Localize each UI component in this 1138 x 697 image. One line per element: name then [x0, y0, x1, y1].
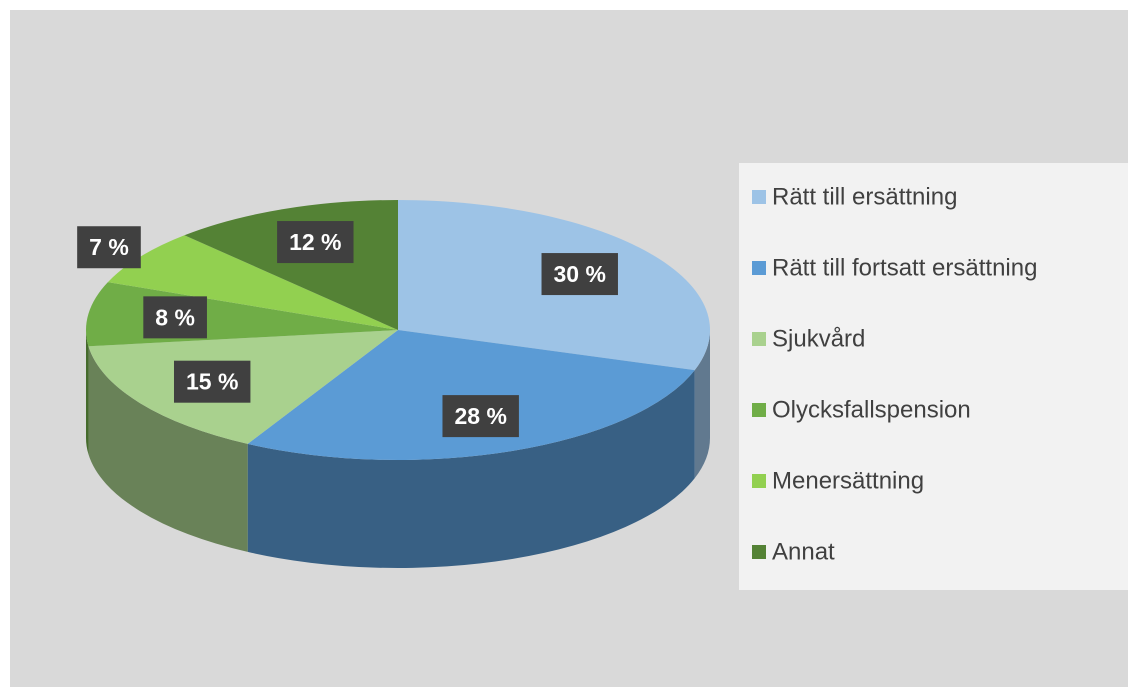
- legend-label: Annat: [772, 538, 835, 565]
- data-label-bg: [541, 253, 618, 296]
- legend-swatch: [752, 545, 766, 559]
- data-label: 28 %: [442, 395, 519, 438]
- data-label-text: 8 %: [155, 304, 195, 330]
- data-label-text: 28 %: [454, 403, 506, 429]
- slice-side: [694, 330, 710, 479]
- data-label: 7 %: [77, 226, 141, 269]
- data-label-text: 7 %: [89, 234, 129, 260]
- legend-swatch: [752, 403, 766, 417]
- data-label-text: 30 %: [554, 261, 606, 287]
- slice-side: [86, 330, 89, 455]
- legend-swatch: [752, 474, 766, 488]
- data-label: 15 %: [173, 360, 251, 403]
- slice-side: [88, 346, 248, 552]
- legend-swatch: [752, 261, 766, 275]
- data-label-text: 12 %: [289, 229, 341, 255]
- slice-side: [247, 370, 695, 568]
- data-label-bg: [77, 226, 141, 269]
- data-label-text: 15 %: [186, 369, 238, 395]
- data-label-bg: [173, 360, 251, 403]
- legend-label: Rätt till ersättning: [772, 183, 957, 210]
- legend-swatch: [752, 190, 766, 204]
- data-label: 8 %: [143, 296, 207, 339]
- legend-label: Rätt till fortsatt ersättning: [772, 254, 1037, 281]
- legend-swatch: [752, 332, 766, 346]
- data-label-bg: [442, 395, 519, 438]
- data-label-bg: [277, 221, 354, 264]
- data-label-bg: [143, 296, 207, 339]
- data-label: 30 %: [541, 253, 618, 296]
- pie-slice: [107, 235, 399, 330]
- pie-slice: [247, 330, 695, 460]
- legend-box: [739, 163, 1128, 590]
- legend-label: Sjukvård: [772, 325, 865, 352]
- legend-label: Olycksfallspension: [772, 396, 971, 423]
- legend-label: Menersättning: [772, 467, 924, 494]
- data-label: 12 %: [277, 221, 354, 264]
